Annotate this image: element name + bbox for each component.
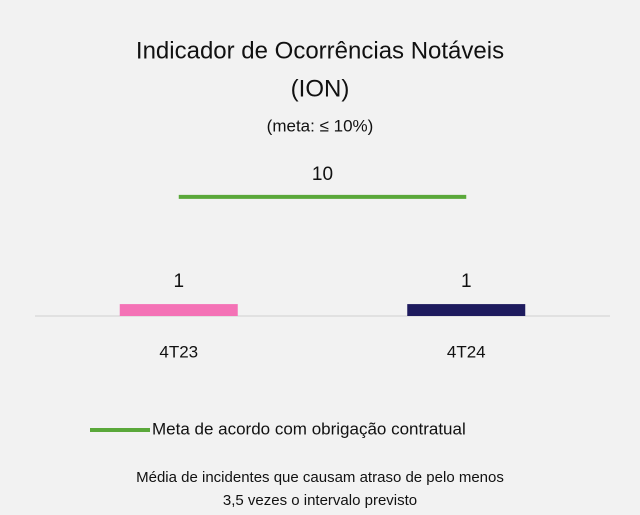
- chart-subtitle: (meta: ≤ 10%): [267, 116, 374, 135]
- bar: [407, 304, 526, 316]
- legend-label: Meta de acordo com obrigação contratual: [152, 419, 466, 438]
- chart-title: Indicador de Ocorrências Notáveis: [136, 37, 504, 64]
- x-tick-label: 4T23: [159, 342, 198, 361]
- data-label: 1: [461, 271, 472, 292]
- data-label: 10: [312, 164, 333, 185]
- footnote: 3,5 vezes o intervalo previsto: [223, 492, 417, 509]
- bar: [119, 304, 238, 316]
- data-label: 1: [173, 271, 184, 292]
- footnote: Média de incidentes que causam atraso de…: [136, 469, 504, 486]
- x-tick-label: 4T24: [447, 342, 486, 361]
- chart-title: (ION): [291, 75, 350, 102]
